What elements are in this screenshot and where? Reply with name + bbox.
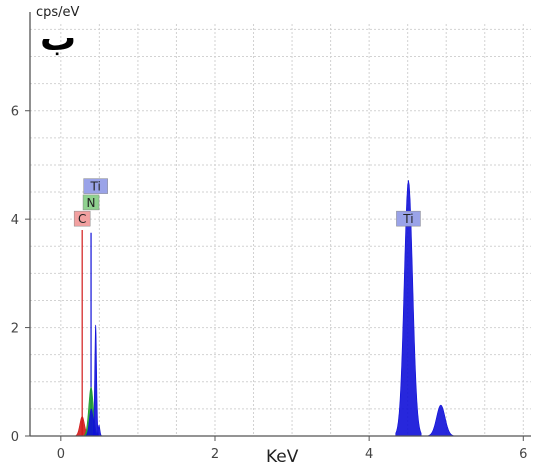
- spectrum-peak-ti: [427, 404, 454, 437]
- x-axis-label: KeV: [266, 447, 299, 467]
- tick-layer: 0 2 4 6 0 2 4 6: [11, 105, 528, 462]
- y-axis-label: cps/eV: [36, 5, 80, 20]
- element-label-text: Ti: [90, 180, 101, 194]
- spectrum-peak-ti: [395, 180, 422, 437]
- x-tick-label: 0: [57, 447, 65, 462]
- x-tick-label: 4: [365, 447, 373, 462]
- element-label-box: [82, 194, 100, 211]
- y-tick-label: 2: [11, 322, 19, 337]
- x-tick-label: 2: [211, 447, 219, 462]
- element-label-text: C: [78, 212, 86, 226]
- element-label-text: Ti: [402, 212, 413, 226]
- grid-layer: [30, 24, 531, 436]
- series-layer: [74, 180, 454, 437]
- element-label-box: [73, 210, 91, 227]
- frame-layer: [29, 12, 531, 437]
- element-label-box: [83, 178, 108, 194]
- spectrum-peak-ti: [92, 324, 99, 437]
- element-label-text: N: [87, 196, 96, 210]
- annotation-layer: Ti NC Ti: [73, 178, 421, 227]
- y-tick-label: 0: [11, 430, 19, 445]
- y-tick-label: 4: [11, 213, 19, 228]
- element-label-box: [396, 210, 421, 227]
- y-tick-label: 6: [11, 105, 19, 120]
- x-tick-label: 6: [519, 447, 527, 462]
- panel-label: ب: [40, 18, 76, 59]
- spectrum-peak-ti: [95, 424, 103, 437]
